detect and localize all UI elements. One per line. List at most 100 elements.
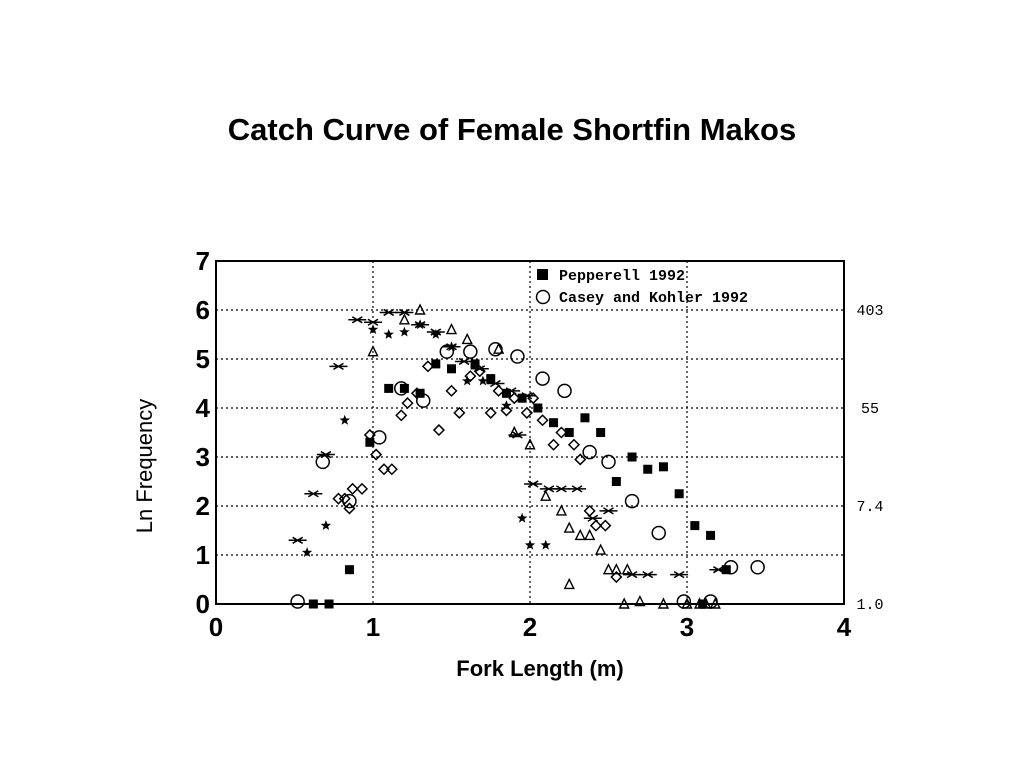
data-point-star	[399, 326, 410, 337]
data-point-asterisk	[599, 507, 618, 515]
data-point-asterisk	[316, 450, 335, 459]
data-point-diamond	[508, 392, 521, 405]
data-point-diamond	[445, 384, 458, 397]
data-point-star	[320, 520, 332, 530]
data-point-asterisk	[517, 392, 536, 400]
data-point-square	[658, 462, 668, 472]
data-point-triangle	[445, 323, 458, 335]
data-point-asterisk	[364, 318, 382, 326]
data-point-triangle	[618, 597, 630, 609]
data-point-square	[674, 489, 684, 499]
data-point-square	[399, 383, 409, 393]
data-point-star	[516, 512, 528, 523]
data-point-asterisk	[304, 490, 323, 498]
data-point-circle	[315, 454, 331, 470]
y-tick-label: 0	[196, 589, 210, 619]
data-point-diamond	[527, 392, 540, 405]
data-point-circle	[651, 525, 666, 541]
data-point-triangle	[610, 563, 622, 575]
data-point-square	[580, 413, 590, 423]
data-point-triangle	[584, 528, 596, 541]
data-point-circle	[535, 371, 550, 386]
data-point-circle	[372, 430, 387, 445]
data-point-diamond	[500, 404, 513, 417]
data-point-triangle	[414, 303, 426, 315]
x-tick-label: 0	[209, 612, 223, 642]
data-point-triangle	[563, 577, 575, 590]
data-point-triangle	[709, 597, 721, 609]
data-point-asterisk	[670, 570, 689, 579]
data-point-square	[447, 364, 456, 374]
data-point-diamond	[355, 482, 369, 495]
data-point-circle	[582, 444, 597, 460]
data-point-triangle	[700, 597, 712, 609]
data-point-square	[384, 383, 394, 393]
data-point-circle	[394, 381, 409, 396]
data-point-asterisk	[426, 328, 445, 336]
data-point-circle	[488, 341, 503, 357]
data-point-diamond	[610, 570, 623, 584]
data-point-triangle	[540, 489, 552, 501]
right-axis-label: 55	[861, 401, 879, 418]
data-point-asterisk	[568, 485, 587, 493]
right-axis-label: 403	[856, 303, 883, 320]
data-point-diamond	[547, 438, 560, 451]
data-point-square	[564, 428, 574, 437]
data-point-diamond	[421, 360, 435, 373]
data-point-asterisk	[288, 536, 307, 544]
data-point-star	[301, 547, 313, 557]
right-axis-labels: 403 55 7.4 1.0	[856, 303, 883, 614]
data-point-star	[383, 329, 394, 339]
data-point-circle	[750, 560, 765, 575]
data-point-asterisk	[411, 321, 430, 329]
x-tick-label: 1	[366, 612, 380, 642]
data-point-star	[430, 329, 441, 339]
data-point-diamond	[370, 448, 383, 461]
data-point-asterisk	[638, 570, 657, 579]
data-point-star	[501, 400, 512, 410]
y-tick-label: 2	[196, 491, 210, 521]
data-point-square	[549, 418, 559, 428]
data-point-diamond	[346, 482, 359, 495]
legend: Pepperell 1992 Casey and Kohler 1992	[535, 268, 748, 307]
data-point-diamond	[536, 414, 549, 427]
data-point-triangle	[563, 521, 575, 533]
data-point-square	[431, 359, 441, 369]
data-point-triangle	[555, 504, 568, 516]
data-point-square	[706, 530, 716, 540]
data-point-triangle	[461, 332, 473, 345]
data-point-diamond	[589, 519, 603, 532]
data-point-diamond	[473, 365, 486, 378]
data-point-circle	[415, 393, 431, 408]
data-point-triangle	[602, 563, 615, 575]
data-point-circle	[624, 493, 640, 509]
x-tick-label: 3	[680, 612, 694, 642]
data-point-triangle	[595, 543, 607, 555]
data-point-square	[596, 428, 606, 437]
data-point-square	[643, 464, 653, 474]
data-point-triangle	[524, 438, 536, 450]
x-tick-label: 4	[837, 612, 852, 642]
data-point-asterisk	[455, 357, 474, 366]
data-point-diamond	[377, 463, 391, 476]
data-point-asterisk	[470, 365, 489, 373]
data-point-asterisk	[508, 431, 527, 439]
data-point-asterisk	[329, 362, 348, 370]
data-point-asterisk	[379, 308, 398, 317]
axis-ticks: 0 1 2 3 4 0 1 2 3 4 5 6 7	[196, 246, 852, 642]
legend-label-pepperell: Pepperell 1992	[559, 268, 685, 285]
data-point-triangle	[574, 528, 586, 541]
data-point-square	[308, 599, 318, 609]
data-point-circle	[723, 560, 739, 575]
data-point-diamond	[332, 492, 345, 505]
data-point-triangle	[621, 563, 633, 575]
data-point-square	[611, 477, 621, 486]
data-point-square	[415, 388, 425, 398]
data-point-asterisk	[395, 308, 414, 317]
data-point-asterisk	[442, 343, 461, 351]
data-point-square	[690, 521, 700, 531]
data-point-star	[339, 414, 350, 425]
data-point-diamond	[599, 519, 612, 532]
data-point-asterisk	[709, 566, 728, 574]
